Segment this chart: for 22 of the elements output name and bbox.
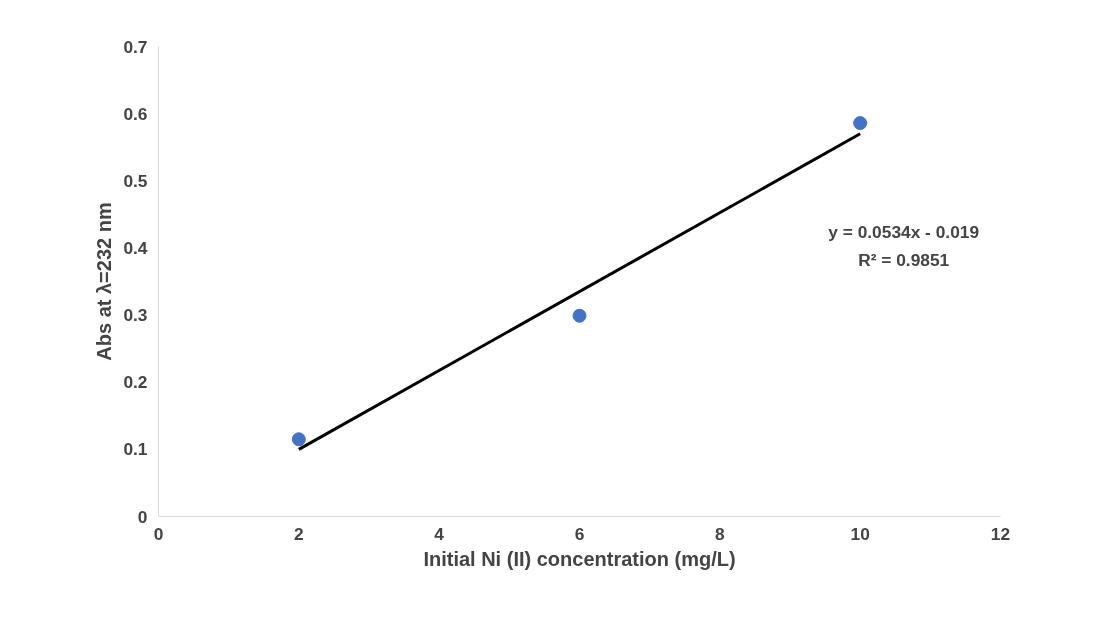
x-tick-label: 12 [990, 523, 1011, 544]
y-tick-label: 0 [137, 506, 148, 527]
y-tick-label: 0.6 [123, 103, 148, 124]
y-axis-title: Abs at λ=232 nm [93, 202, 116, 361]
y-tick-label: 0.7 [123, 36, 148, 57]
y-tick-label: 0.4 [123, 237, 148, 258]
point [572, 308, 587, 323]
x-axis-title: Initial Ni (II) concentration (mg/L) [423, 547, 736, 570]
x-tick-label: 10 [850, 523, 870, 544]
point [291, 432, 306, 447]
x-tick-label: 8 [715, 523, 726, 544]
x-tick-label: 2 [294, 523, 304, 544]
point [853, 116, 868, 131]
x-tick-label: 4 [434, 523, 445, 544]
y-tick-label: 0.3 [123, 305, 148, 326]
x-tick-label: 0 [153, 523, 164, 544]
y-tick-label: 0.1 [123, 439, 148, 460]
x-tick-label: 6 [574, 523, 585, 544]
y-tick-label: 0.2 [123, 372, 148, 393]
annotation: R² = 0.9851 [858, 249, 950, 270]
annotation: y = 0.0534x - 0.019 [828, 221, 980, 242]
y-tick-label: 0.5 [123, 170, 148, 191]
